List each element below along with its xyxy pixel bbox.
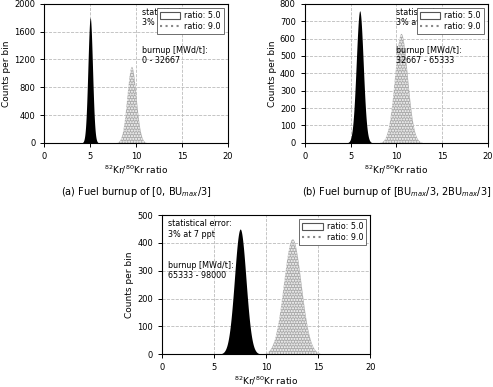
Text: burnup [MWd/t]:
32667 - 65333: burnup [MWd/t]: 32667 - 65333: [396, 46, 462, 65]
Legend: ratio: 5.0, ratio: 9.0: ratio: 5.0, ratio: 9.0: [417, 8, 484, 34]
Text: statistical error:
3% at 7 ppt: statistical error: 3% at 7 ppt: [168, 219, 232, 239]
Legend: ratio: 5.0, ratio: 9.0: ratio: 5.0, ratio: 9.0: [157, 8, 224, 34]
Text: burnup [MWd/t]:
65333 - 98000: burnup [MWd/t]: 65333 - 98000: [168, 261, 234, 281]
Text: (b) Fuel burnup of [BU$_{max}$/3, 2BU$_{max}$/3]: (b) Fuel burnup of [BU$_{max}$/3, 2BU$_{…: [302, 185, 491, 199]
Y-axis label: Counts per bin: Counts per bin: [2, 40, 11, 106]
X-axis label: $^{82}$Kr/$^{80}$Kr ratio: $^{82}$Kr/$^{80}$Kr ratio: [104, 164, 168, 176]
Y-axis label: Counts per bin: Counts per bin: [268, 40, 277, 106]
Text: statistical error:
3% at 7 ppt: statistical error: 3% at 7 ppt: [396, 8, 460, 27]
Text: statistical error:
3% at 7 ppt: statistical error: 3% at 7 ppt: [141, 8, 205, 27]
Text: burnup [MWd/t]:
0 - 32667: burnup [MWd/t]: 0 - 32667: [141, 46, 207, 65]
X-axis label: $^{82}$Kr/$^{80}$Kr ratio: $^{82}$Kr/$^{80}$Kr ratio: [364, 164, 428, 176]
X-axis label: $^{82}$Kr/$^{80}$Kr ratio: $^{82}$Kr/$^{80}$Kr ratio: [234, 375, 298, 387]
Y-axis label: Counts per bin: Counts per bin: [125, 252, 135, 318]
Legend: ratio: 5.0, ratio: 9.0: ratio: 5.0, ratio: 9.0: [299, 219, 366, 245]
Text: (a) Fuel burnup of [0, BU$_{max}$/3]: (a) Fuel burnup of [0, BU$_{max}$/3]: [61, 185, 211, 199]
